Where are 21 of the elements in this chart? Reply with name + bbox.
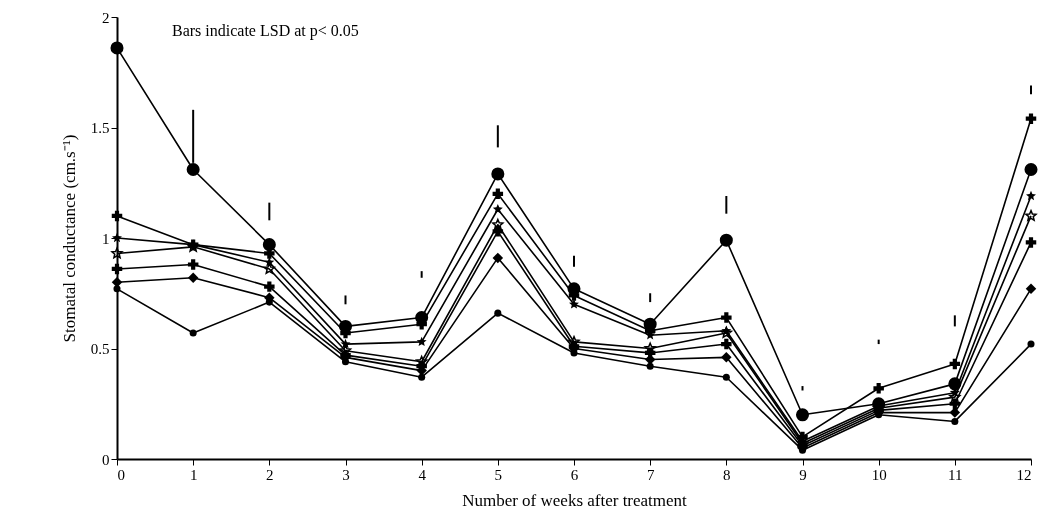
x-tick-label: 1	[189, 466, 198, 483]
annotation: Bars indicate LSD at p< 0.05	[172, 22, 359, 40]
x-axis-title: Number of weeks after treatment	[462, 490, 688, 510]
y-tick-label: 1.5	[90, 120, 110, 136]
y-axis-title: Stomatal conductance (cm.s⁻¹)	[59, 134, 79, 343]
y-tick-label: 2	[102, 9, 110, 26]
y-tick-label: 1	[102, 230, 110, 247]
x-tick-label: 8	[723, 466, 731, 483]
x-tick-label: 10	[871, 466, 887, 483]
y-tick-label: 0	[102, 451, 110, 468]
x-tick-label: 7	[646, 466, 655, 483]
x-tick-label: 9	[799, 466, 807, 483]
x-tick-label: 3	[342, 466, 350, 483]
x-tick-label: 2	[266, 466, 274, 483]
x-tick-label: 4	[418, 466, 427, 483]
x-tick-label: 11	[948, 466, 963, 483]
x-tick-label: 12	[1016, 466, 1032, 483]
x-tick-label: 0	[117, 466, 125, 483]
x-tick-label: 5	[494, 466, 503, 483]
y-tick-label: 0.5	[90, 341, 110, 357]
x-tick-label: 6	[570, 466, 579, 483]
